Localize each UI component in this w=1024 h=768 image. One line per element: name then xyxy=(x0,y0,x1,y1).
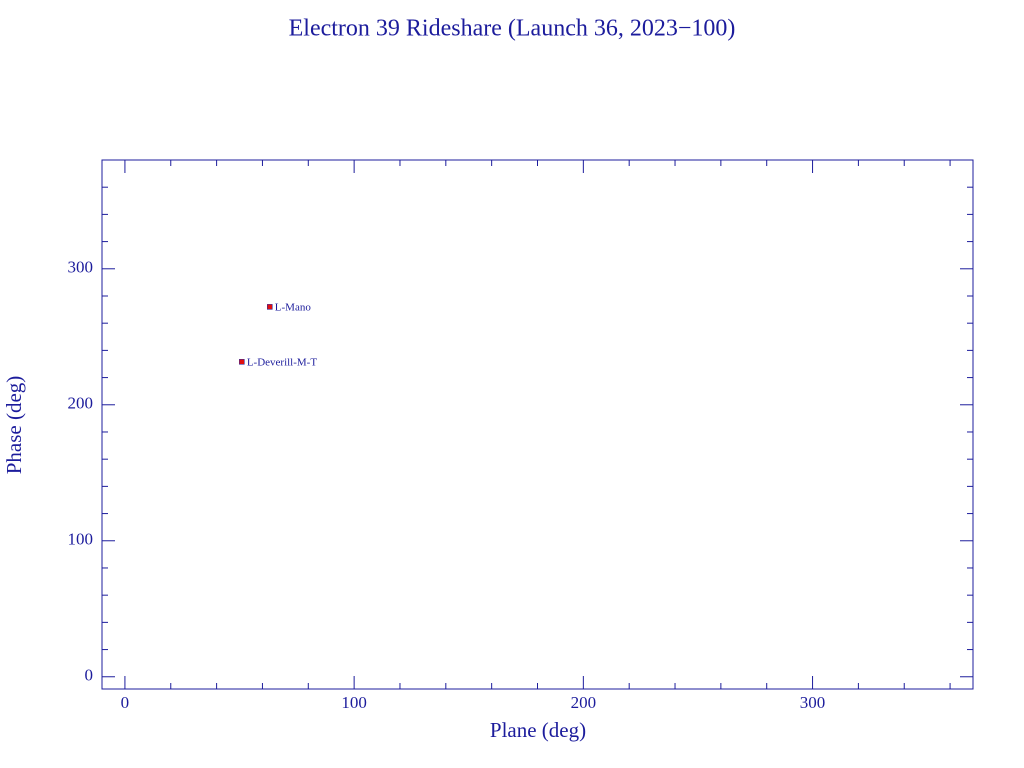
y-tick-label: 100 xyxy=(68,530,94,549)
y-tick-label: 200 xyxy=(68,394,94,413)
point-label: L-Mano xyxy=(275,301,312,313)
plot-frame xyxy=(101,159,974,690)
y-tick-label: 300 xyxy=(68,258,94,277)
point xyxy=(267,304,273,310)
x-tick-label: 0 xyxy=(121,693,130,712)
x-tick-label: 100 xyxy=(341,693,367,712)
y-tick-label: 0 xyxy=(85,666,94,685)
x-tick-label: 200 xyxy=(571,693,597,712)
chart-title: Electron 39 Rideshare (Launch 36, 2023−1… xyxy=(289,16,736,42)
x-tick-label: 300 xyxy=(800,693,826,712)
x-axis-label: Plane (deg) xyxy=(490,718,586,742)
y-axis-label: Phase (deg) xyxy=(2,376,26,475)
point-label: L-Deverill-M-T xyxy=(247,356,318,368)
point xyxy=(239,359,245,365)
